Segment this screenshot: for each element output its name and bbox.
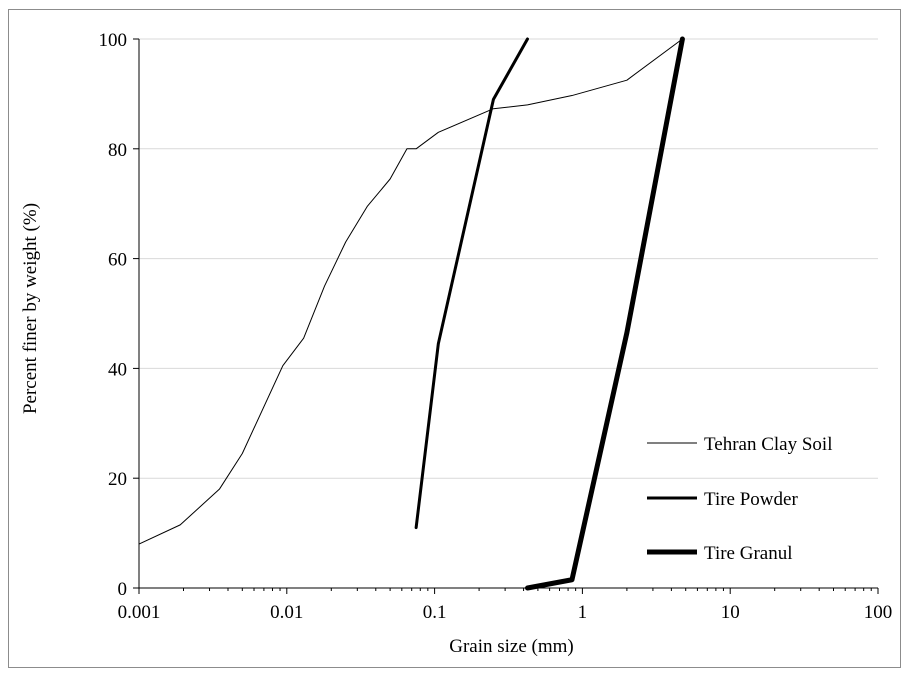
x-tick-label: 0.001 <box>118 602 161 623</box>
x-tick-labels: 0.001 0.01 0.1 1 10 100 <box>118 602 893 623</box>
y-tick-label: 40 <box>108 359 127 380</box>
x-tick-label: 0.01 <box>270 602 303 623</box>
chart-frame <box>8 9 901 668</box>
axes <box>133 38 879 594</box>
series-line-tire-powder <box>414 37 529 530</box>
y-tick-label: 80 <box>108 140 127 161</box>
y-axis-label: Percent finer by weight (%) <box>20 203 41 414</box>
y-tick-label: 20 <box>108 469 127 490</box>
legend-label: Tire Granul <box>704 543 793 564</box>
legend-label: Tire Powder <box>704 489 798 510</box>
x-tick-label: 10 <box>721 602 740 623</box>
legend: Tehran Clay Soil Tire Powder Tire Granul <box>647 434 832 564</box>
x-tick-label: 1 <box>578 602 588 623</box>
series-line-tire-granul <box>524 36 685 591</box>
x-axis-label: Grain size (mm) <box>449 636 574 657</box>
gridlines <box>139 38 878 479</box>
y-tick-label: 0 <box>118 579 128 600</box>
y-tick-labels: 0 20 40 60 80 100 <box>99 30 128 600</box>
y-tick-label: 60 <box>108 250 127 271</box>
x-tick-label: 0.1 <box>423 602 447 623</box>
x-tick-label: 100 <box>864 602 893 623</box>
data-series <box>138 36 685 591</box>
y-tick-label: 100 <box>99 30 128 51</box>
legend-label: Tehran Clay Soil <box>704 434 832 455</box>
series-line-tehran-clay-soil <box>138 38 683 545</box>
